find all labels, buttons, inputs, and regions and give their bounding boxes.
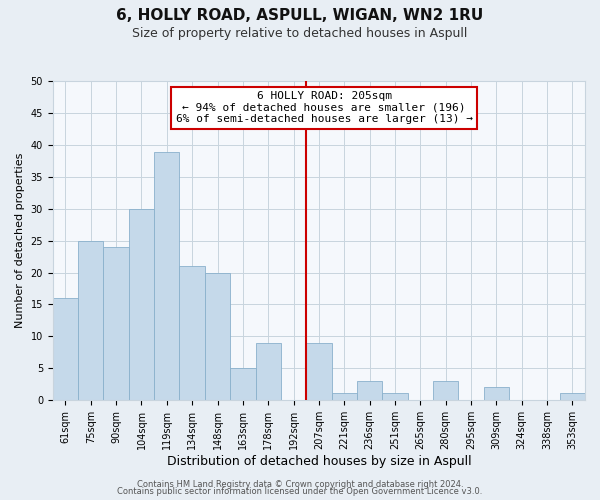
Bar xyxy=(484,387,509,400)
Bar xyxy=(230,368,256,400)
Bar xyxy=(382,394,407,400)
X-axis label: Distribution of detached houses by size in Aspull: Distribution of detached houses by size … xyxy=(167,454,471,468)
Text: 6 HOLLY ROAD: 205sqm
← 94% of detached houses are smaller (196)
6% of semi-detac: 6 HOLLY ROAD: 205sqm ← 94% of detached h… xyxy=(176,91,473,124)
Bar xyxy=(103,247,129,400)
Bar xyxy=(332,394,357,400)
Bar xyxy=(357,380,382,400)
Bar xyxy=(433,380,458,400)
Text: Contains HM Land Registry data © Crown copyright and database right 2024.: Contains HM Land Registry data © Crown c… xyxy=(137,480,463,489)
Bar xyxy=(53,298,78,400)
Bar xyxy=(256,342,281,400)
Bar xyxy=(179,266,205,400)
Y-axis label: Number of detached properties: Number of detached properties xyxy=(15,153,25,328)
Text: Size of property relative to detached houses in Aspull: Size of property relative to detached ho… xyxy=(133,28,467,40)
Bar xyxy=(306,342,332,400)
Bar xyxy=(154,152,179,400)
Bar xyxy=(78,240,103,400)
Bar xyxy=(560,394,585,400)
Text: Contains public sector information licensed under the Open Government Licence v3: Contains public sector information licen… xyxy=(118,488,482,496)
Bar xyxy=(129,209,154,400)
Bar xyxy=(205,272,230,400)
Text: 6, HOLLY ROAD, ASPULL, WIGAN, WN2 1RU: 6, HOLLY ROAD, ASPULL, WIGAN, WN2 1RU xyxy=(116,8,484,22)
